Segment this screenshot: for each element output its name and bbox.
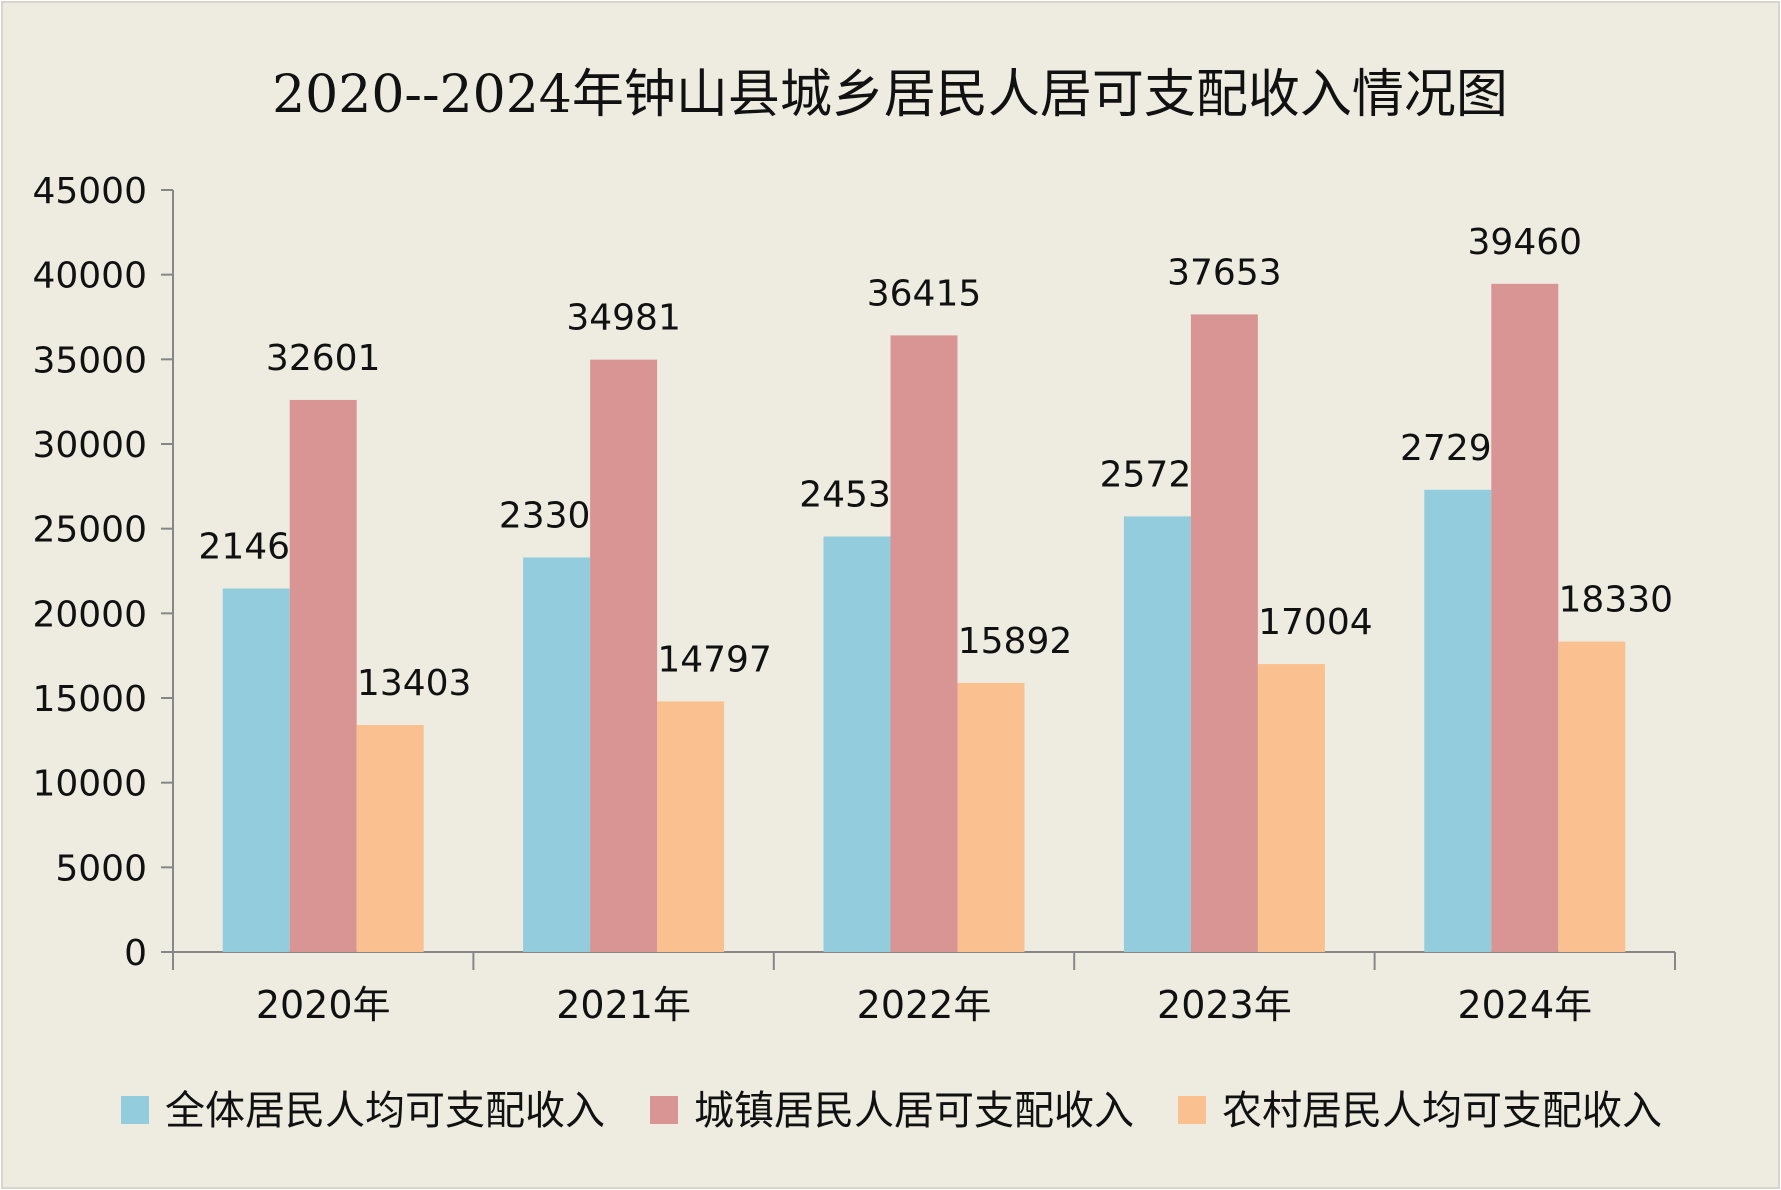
bar — [1424, 489, 1492, 952]
legend: 全体居民人均可支配收入 城镇居民人居可支配收入 农村居民人均可支配收入 — [121, 1088, 1662, 1134]
data-label: 13403 — [357, 663, 472, 704]
x-tick-label: 2024年 — [1457, 983, 1592, 1027]
legend-label: 城镇居民人居可支配收入 — [694, 1088, 1134, 1134]
y-tick-label: 40000 — [32, 256, 147, 297]
bar — [1558, 641, 1626, 952]
y-tick-label: 25000 — [32, 510, 147, 551]
data-label: 36415 — [867, 273, 982, 314]
bar — [590, 359, 658, 953]
bar — [1257, 664, 1325, 952]
bar — [890, 335, 958, 952]
legend-swatch — [650, 1096, 678, 1124]
legend-swatch — [1178, 1096, 1206, 1124]
legend-label: 农村居民人均可支配收入 — [1222, 1088, 1662, 1134]
data-label: 14797 — [657, 639, 772, 680]
bar — [957, 682, 1025, 952]
y-tick-label: 15000 — [32, 679, 147, 720]
bar — [1190, 314, 1258, 953]
bar — [356, 725, 424, 952]
bar — [823, 536, 891, 952]
x-tick-label: 2023年 — [1157, 983, 1292, 1027]
bar — [657, 701, 725, 952]
plot-area: 0 5000 10000 15000 20000 25000 30000 35000 40000… — [32, 171, 1676, 1027]
data-label: 37653 — [1167, 252, 1282, 293]
x-tick-label: 2022年 — [857, 983, 992, 1027]
data-label: 18330 — [1559, 580, 1674, 621]
data-label: 34981 — [566, 298, 681, 339]
y-tick-label: 5000 — [55, 848, 147, 889]
y-tick-label: 20000 — [32, 594, 147, 635]
y-tick-label: 45000 — [32, 171, 147, 212]
y-tick-label: 0 — [124, 933, 147, 974]
data-label: 17004 — [1258, 602, 1373, 643]
bar — [289, 399, 357, 952]
legend-label: 全体居民人均可支配收入 — [165, 1088, 605, 1134]
x-tick-label: 2021年 — [556, 983, 691, 1027]
bar — [523, 557, 591, 952]
data-label: 32601 — [266, 338, 381, 379]
bar — [1491, 283, 1559, 952]
data-label: 39460 — [1468, 222, 1583, 263]
x-tick-label: 2020年 — [256, 983, 391, 1027]
bar — [222, 588, 290, 952]
legend-swatch — [121, 1096, 149, 1124]
y-tick-label: 30000 — [32, 425, 147, 466]
y-tick-label: 10000 — [32, 764, 147, 805]
chart-title: 2020--2024年钟山县城乡居民人居可支配收入情况图 — [272, 65, 1508, 125]
data-label: 15892 — [958, 621, 1073, 662]
bar — [1123, 516, 1191, 952]
y-tick-label: 35000 — [32, 340, 147, 381]
